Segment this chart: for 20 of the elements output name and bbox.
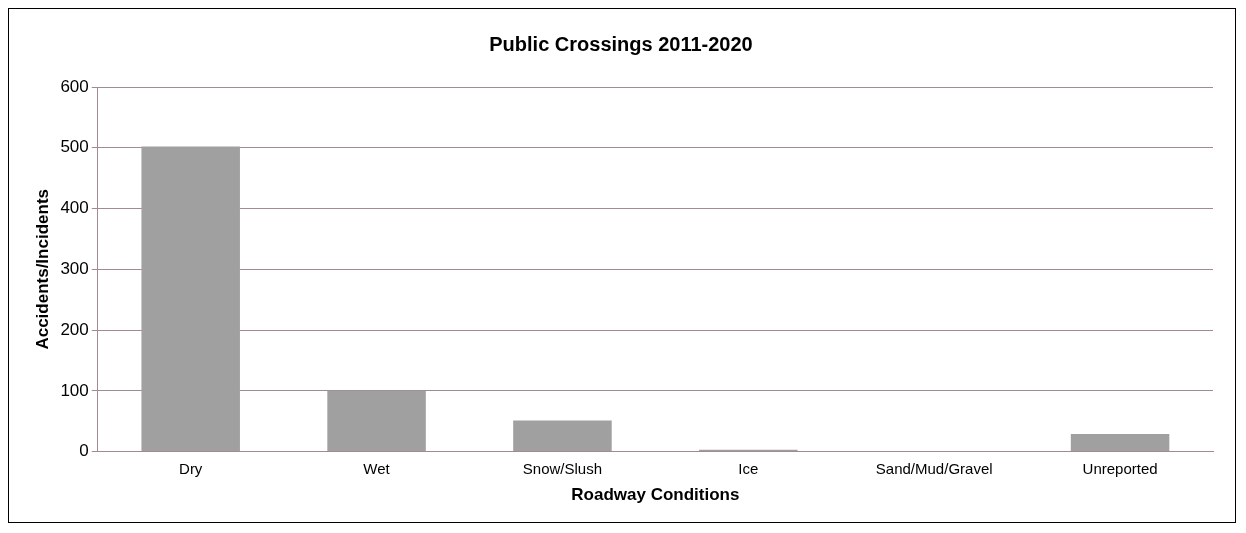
x-axis-title: Roadway Conditions <box>571 485 740 505</box>
y-tick-label: 600 <box>60 76 89 96</box>
bar <box>1070 433 1170 452</box>
bar <box>327 390 426 452</box>
bar <box>141 146 240 452</box>
y-tick-label: 100 <box>60 380 89 400</box>
y-tick-label: 500 <box>60 137 89 157</box>
y-tick-label: 0 <box>79 441 89 461</box>
x-tick-label: Wet <box>363 459 391 477</box>
y-axis-title: Accidents/Incidents <box>32 189 52 350</box>
x-tick-label: Sand/Mud/Gravel <box>875 459 993 477</box>
y-tick-label: 300 <box>60 258 89 278</box>
y-tick-label: 400 <box>60 198 89 218</box>
chart-title: Public Crossings 2011-2020 <box>489 32 753 55</box>
bar <box>513 420 612 452</box>
x-tick-label: Ice <box>738 459 759 477</box>
y-tick-label: 200 <box>60 319 89 339</box>
x-tick-label: Dry <box>179 459 203 477</box>
x-tick-label: Snow/Slush <box>522 459 603 477</box>
x-tick-label: Unreported <box>1082 459 1158 477</box>
